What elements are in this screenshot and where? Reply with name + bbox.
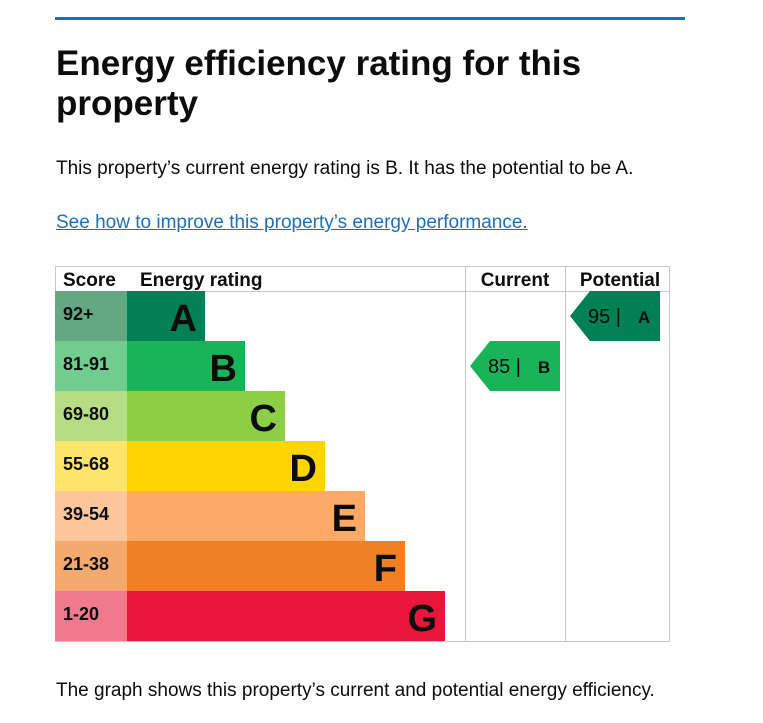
band-g-letter: G: [407, 598, 437, 640]
band-c-letter: C: [250, 398, 277, 440]
current-rating-marker: [470, 341, 560, 391]
band-a-score-cell: [55, 291, 127, 341]
header-current: Current: [481, 270, 550, 291]
potential-rating-letter: A: [638, 308, 650, 327]
band-c-score-label: 69-80: [63, 404, 109, 424]
header-energy-rating: Energy rating: [140, 270, 262, 291]
band-f-letter: F: [374, 548, 397, 590]
band-a-bar: [127, 291, 205, 341]
band-d-bar: [127, 441, 325, 491]
band-d-score-label: 55-68: [63, 454, 109, 474]
potential-rating-value: 95 |: [588, 306, 621, 328]
band-c-score-cell: [55, 391, 127, 441]
chart-caption: The graph shows this property’s current …: [56, 680, 655, 701]
chart-headers: Score Energy rating Current Potential: [63, 270, 660, 291]
band-b-score-cell: [55, 341, 127, 391]
band-d-letter: D: [290, 448, 317, 490]
band-e-letter: E: [332, 498, 357, 540]
band-b-score-label: 81-91: [63, 354, 109, 374]
top-rule: [55, 17, 685, 20]
band-e-bar: [127, 491, 365, 541]
band-e-score-label: 39-54: [63, 504, 109, 524]
chart-markers: 85 | B 95 | A: [470, 291, 660, 391]
current-rating-value: 85 |: [488, 356, 521, 378]
band-f-score-cell: [55, 541, 127, 591]
band-a-letter: A: [170, 298, 197, 340]
header-score: Score: [63, 270, 116, 291]
band-a-score-label: 92+: [63, 304, 94, 324]
band-c-bar: [127, 391, 285, 441]
chart-bands: 92+ A 81-91 B 69-80 C 55-68 D 39-54 E 21-38 F 1-20 G: [55, 291, 445, 641]
improve-performance-link[interactable]: See how to improve this property’s energ…: [56, 212, 528, 233]
band-e-score-cell: [55, 491, 127, 541]
band-g-bar: [127, 591, 445, 641]
band-f-bar: [127, 541, 405, 591]
band-b-letter: B: [210, 348, 237, 390]
band-d-score-cell: [55, 441, 127, 491]
current-rating-letter: B: [538, 358, 550, 377]
page-title: Energy efficiency rating for this proper…: [56, 44, 582, 123]
band-g-score-cell: [55, 591, 127, 641]
band-f-score-label: 21-38: [63, 554, 109, 574]
header-potential: Potential: [580, 270, 660, 291]
band-g-score-label: 1-20: [63, 604, 99, 624]
potential-rating-marker: [570, 291, 660, 341]
intro-text: This property’s current energy rating is…: [56, 158, 634, 179]
band-b-bar: [127, 341, 245, 391]
